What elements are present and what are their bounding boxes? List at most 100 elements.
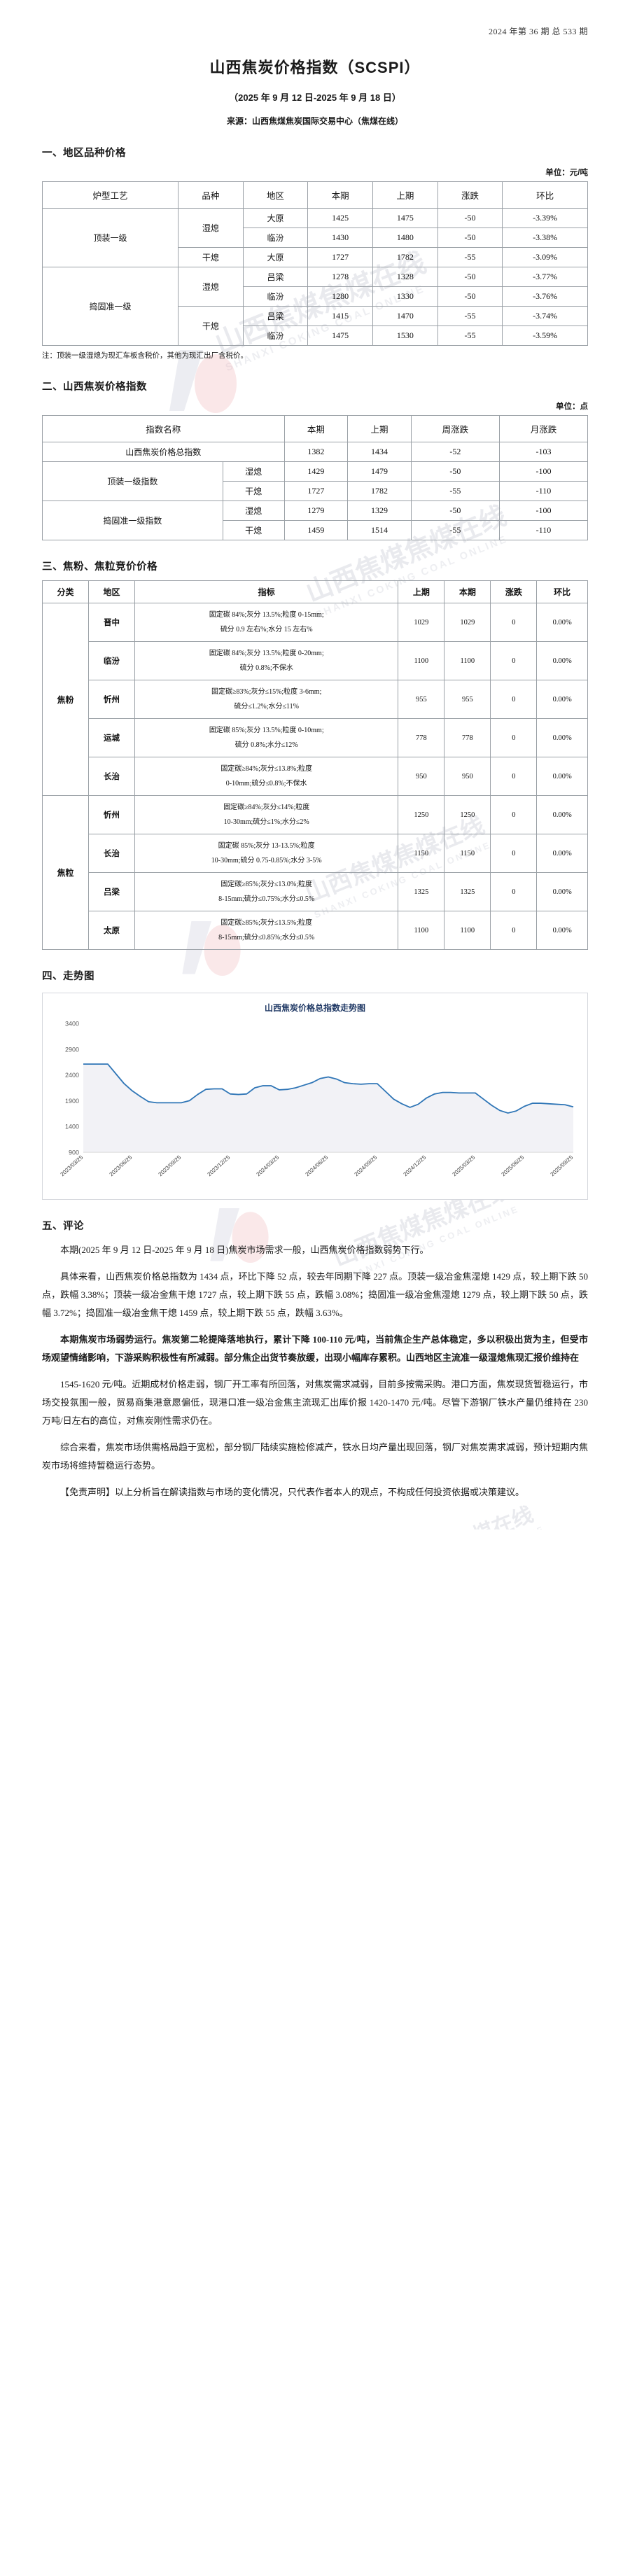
spec-cell: 固定碳 85%;灰分 13.5%;粒度 0-10mm; 硫分 0.8%;水分≤12…	[134, 718, 399, 757]
previous-price-cell: 1100	[398, 641, 445, 680]
previous-price-cell: 1029	[398, 603, 445, 642]
spec-line: 固定碳≥85%;灰分≤13.5%;粒度	[220, 919, 313, 927]
percent-cell: -3.38%	[502, 227, 588, 248]
percent-cell: -3.39%	[502, 208, 588, 228]
y-axis-tick-label: 3400	[65, 1021, 79, 1028]
spec-line: 固定碳≥85%;灰分≤13.0%;粒度	[220, 881, 313, 888]
index-name-cell: 顶装一级指数	[42, 461, 223, 501]
column-header: 地区	[242, 181, 309, 209]
table-row: 临汾 固定碳 84%;灰分 13.5%;粒度 0-20mm; 硫分 0.8%;不保水…	[43, 641, 588, 680]
section3-title: 三、焦粉、焦粒竞价价格	[42, 561, 158, 573]
spec-line: 10-30mm;硫分≤1%;水分≤2%	[223, 818, 309, 826]
region-cell: 大原	[242, 208, 309, 228]
percent-cell: 0.00%	[536, 911, 588, 950]
y-axis-tick-label: 1400	[65, 1124, 79, 1130]
change-cell: 0	[490, 911, 538, 950]
column-header: 上期	[372, 181, 438, 209]
column-header: 指数名称	[42, 415, 285, 442]
spec-cell: 固定碳≥83%;灰分≤15%;粒度 3-6mm; 硫分≤1.2%;水分≤11%	[134, 680, 399, 719]
spec-line: 固定碳 84%;灰分 13.5%;粒度 0-20mm;	[209, 650, 324, 657]
spec-line: 0-10mm;硫分≤0.8%;不保水	[225, 780, 307, 788]
region-cell: 忻州	[88, 680, 135, 719]
spec-line: 硫分≤1.2%;水分≤11%	[234, 703, 299, 710]
region-cell: 吕梁	[88, 872, 135, 911]
index-name-cell: 山西焦炭价格总指数	[42, 442, 285, 462]
section5-title: 五、评论	[42, 1221, 84, 1232]
previous-price-cell: 1325	[398, 872, 445, 911]
current-price-cell: 1250	[444, 795, 491, 834]
spec-line: 固定碳≥84%;灰分≤14%;粒度	[223, 804, 310, 811]
previous-price-cell: 778	[398, 718, 445, 757]
previous-price-cell: 1250	[398, 795, 445, 834]
current-price-cell: 1415	[307, 306, 374, 326]
current-price-cell: 1029	[444, 603, 491, 642]
table-row: 顶装一级指数 湿熄 1429 1479 -50 -100	[42, 461, 589, 501]
percent-cell: 0.00%	[536, 872, 588, 911]
table-row: 山西焦炭价格总指数 1382 1434 -52 -103	[42, 442, 589, 462]
section-regional-prices: 一、地区品种价格 单位：元/吨 炉型工艺 品种 地区 本期 上期 涨跌 环比 顶装一级 湿熄 大原…	[0, 145, 630, 360]
x-axis-tick-label: 2024/06/25	[304, 1154, 330, 1177]
spec-cell: 固定碳≥84%;灰分≤14%;粒度 10-30mm;硫分≤1%;水分≤2%	[134, 795, 399, 834]
percent-cell: 0.00%	[536, 603, 588, 642]
change-cell: 0	[490, 872, 538, 911]
current-price-cell: 1100	[444, 641, 491, 680]
y-axis-tick-label: 2400	[65, 1072, 79, 1079]
chart-line-series	[83, 1063, 574, 1114]
spec-line: 固定碳 85%;灰分 13.5%;粒度 0-10mm;	[209, 727, 324, 734]
issue-number: 2024 年第 36 期 总 533 期	[488, 27, 588, 36]
previous-price-cell: 1782	[372, 247, 438, 267]
column-header: 周涨跌	[410, 415, 500, 442]
spec-cell: 固定碳≥85%;灰分≤13.5%;粒度 8-15mm;硫分≤0.85%;水分≤0.…	[134, 911, 399, 950]
current-price-cell: 1278	[307, 267, 374, 287]
previous-price-cell: 1330	[372, 286, 438, 307]
previous-price-cell: 1150	[398, 834, 445, 873]
previous-price-cell: 1530	[372, 326, 438, 346]
table-header-row: 炉型工艺 品种 地区 本期 上期 涨跌 环比	[42, 181, 588, 209]
commentary-paragraph: 本期(2025 年 9 月 12 日-2025 年 9 月 18 日)焦炭市场需…	[60, 1245, 429, 1255]
section-coke-powder-prices: 三、焦粉、焦粒竞价价格 分类 地区 指标 上期 本期 涨跌 环比 焦粉 晋中 固定碳 84%;灰分…	[0, 559, 630, 950]
kind-cell: 湿熄	[178, 208, 244, 248]
commentary-paragraph: 综合来看，焦炭市场供需格局趋于宽松，部分钢厂陆续实施检修减产，铁水日均产量出现回…	[42, 1442, 589, 1471]
spec-line: 硫分 0.8%;不保水	[239, 664, 293, 672]
change-cell: -55	[437, 326, 503, 346]
region-cell: 晋中	[88, 603, 135, 642]
current-price-cell: 955	[444, 680, 491, 719]
previous-value-cell: 1514	[347, 520, 412, 540]
previous-price-cell: 955	[398, 680, 445, 719]
spec-cell: 固定碳 84%;灰分 13.5%;粒度 0-20mm; 硫分 0.8%;不保水	[134, 641, 399, 680]
region-cell: 吕梁	[242, 306, 309, 326]
section2-title: 二、山西焦炭价格指数	[42, 382, 147, 393]
table-row: 捣固准一级指数 湿熄 1279 1329 -50 -100	[42, 500, 589, 540]
change-cell: 0	[490, 757, 538, 796]
spec-line: 固定碳≥84%;灰分≤13.8%;粒度	[220, 765, 313, 773]
section-trend-chart: 四、走势图	[0, 968, 630, 983]
table-row: 忻州 固定碳≥83%;灰分≤15%;粒度 3-6mm; 硫分≤1.2%;水分≤11%…	[43, 680, 588, 719]
previous-value-cell: 1329	[347, 500, 412, 521]
chart-title: 山西焦炭价格总指数走势图	[264, 1003, 365, 1013]
column-header: 环比	[536, 580, 588, 603]
column-header: 上期	[398, 580, 445, 603]
regional-price-table: 炉型工艺 品种 地区 本期 上期 涨跌 环比 顶装一级 湿熄 大原 1425 1475 -50 -3.39…	[42, 181, 588, 346]
table-header-row: 分类 地区 指标 上期 本期 涨跌 环比	[42, 580, 588, 603]
column-header: 涨跌	[490, 580, 538, 603]
region-cell: 长治	[88, 757, 135, 796]
spec-line: 固定碳 85%;灰分 13-13.5%;粒度	[218, 842, 315, 850]
column-header: 品种	[178, 181, 244, 209]
region-cell: 临汾	[242, 326, 309, 346]
change-cell: -55	[437, 306, 503, 326]
table-row: 干熄 吕梁 1415 1470 -55 -3.74%	[43, 306, 588, 346]
x-axis-tick-label: 2025/03/25	[451, 1154, 477, 1177]
percent-cell: 0.00%	[536, 834, 588, 873]
trend-line-chart: 900 1400 1900 2400 2900 3400 2023/03/25 2023/06…	[59, 1021, 575, 1178]
column-header: 分类	[42, 580, 89, 603]
category-cell: 焦粒	[42, 795, 89, 950]
change-cell: 0	[490, 680, 538, 719]
current-price-cell: 1430	[307, 227, 374, 248]
percent-cell: -3.76%	[502, 286, 588, 307]
spec-cell: 固定碳 84%;灰分 13.5%;粒度 0-15mm; 硫分 0.9 左右%;水分…	[134, 603, 399, 642]
section4-title: 四、走势图	[42, 971, 94, 982]
region-cell: 运城	[88, 718, 135, 757]
current-price-cell: 1150	[444, 834, 491, 873]
table-row: 长治 固定碳≥84%;灰分≤13.8%;粒度 0-10mm;硫分≤0.8%;不保水 9…	[43, 757, 588, 796]
column-header: 本期	[307, 181, 374, 209]
